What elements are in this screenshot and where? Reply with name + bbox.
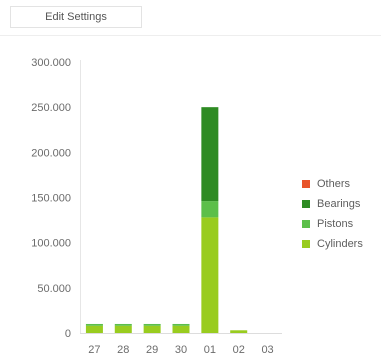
legend-item-pistons[interactable]: Pistons — [302, 214, 363, 234]
y-tick-label: 250.000 — [31, 102, 71, 114]
x-tick-label: 29 — [146, 344, 158, 356]
x-tick-label: 01 — [204, 344, 216, 356]
x-tick-label: 27 — [88, 344, 100, 356]
x-tick-label: 30 — [175, 344, 187, 356]
bar-cylinders-29 — [143, 325, 161, 333]
legend-swatch — [302, 180, 310, 188]
bar-pistons-27 — [85, 323, 103, 326]
toolbar-divider — [0, 35, 381, 36]
bar-pistons-30 — [172, 323, 190, 326]
y-tick-label: 0 — [65, 328, 71, 340]
legend-label: Others — [317, 178, 351, 190]
x-tick-label: 02 — [233, 344, 245, 356]
x-tick-label: 28 — [117, 344, 129, 356]
edit-settings-button[interactable]: Edit Settings — [10, 6, 142, 28]
y-tick-label: 150.000 — [31, 193, 71, 205]
x-tick-label: 03 — [261, 344, 273, 356]
bar-cylinders-30 — [172, 325, 190, 333]
y-tick-label: 50.000 — [37, 283, 71, 295]
legend-label: Pistons — [317, 218, 354, 230]
bar-cylinders-28 — [114, 325, 132, 333]
legend-swatch — [302, 220, 310, 228]
y-tick-label: 300.000 — [31, 57, 71, 69]
legend-item-others[interactable]: Others — [302, 174, 363, 194]
legend-swatch — [302, 200, 310, 208]
y-tick-label: 100.000 — [31, 238, 71, 250]
bar-pistons-01 — [201, 201, 219, 218]
bar-pistons-28 — [114, 323, 132, 326]
y-tick-label: 200.000 — [31, 147, 71, 159]
bar-bearings-01 — [201, 107, 219, 202]
bar-cylinders-02 — [230, 330, 248, 333]
legend-swatch — [302, 240, 310, 248]
legend-item-bearings[interactable]: Bearings — [302, 194, 363, 214]
legend-label: Bearings — [317, 198, 361, 210]
chart-legend: Others Bearings Pistons Cylinders — [302, 174, 363, 254]
legend-item-cylinders[interactable]: Cylinders — [302, 234, 363, 254]
legend-label: Cylinders — [317, 238, 363, 250]
bar-cylinders-01 — [201, 217, 219, 333]
bar-cylinders-27 — [85, 325, 103, 333]
bar-pistons-29 — [143, 323, 161, 326]
